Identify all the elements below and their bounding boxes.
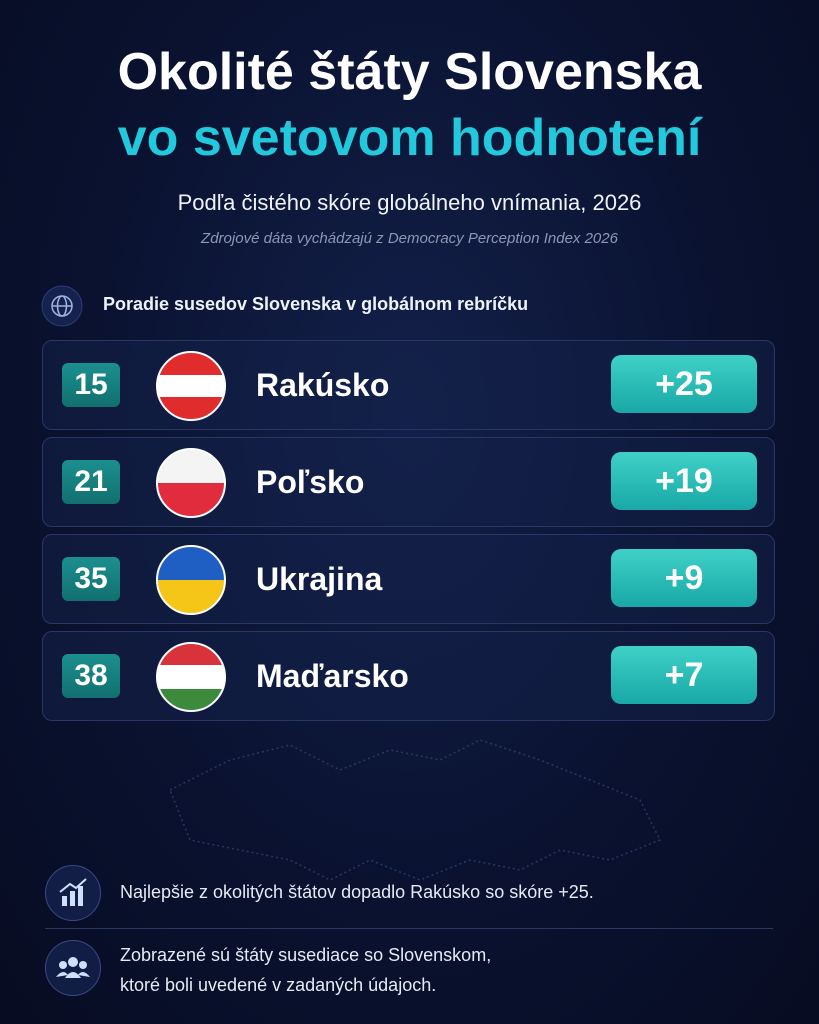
ranking-row: 21 Poľsko +19 <box>42 437 775 527</box>
ranking-row: 15 Rakúsko +25 <box>42 340 775 430</box>
score: +9 <box>611 549 757 607</box>
ranking-row: 35 Ukrajina +9 <box>42 534 775 624</box>
country: Maďarsko <box>256 658 409 694</box>
rank: 38 <box>62 654 120 698</box>
section-heading: Poradie susedov Slovenska v globálnom re… <box>103 294 529 314</box>
flag <box>156 351 226 421</box>
country: Rakúsko <box>256 367 390 403</box>
score: +19 <box>611 452 757 510</box>
people-icon <box>45 940 101 996</box>
divider <box>45 928 773 929</box>
rank: 15 <box>62 363 120 407</box>
note: Zobrazené sú štáty susediace so Slovensk… <box>120 945 492 965</box>
globe-icon <box>41 285 83 327</box>
country: Ukrajina <box>256 561 383 597</box>
title-line-2: vo svetovom hodnotení <box>117 109 702 167</box>
subtitle: Podľa čistého skóre globálneho vnímania,… <box>177 190 642 215</box>
flag <box>156 448 226 518</box>
score: +7 <box>611 646 757 704</box>
rank: 21 <box>62 460 120 504</box>
score: +25 <box>611 355 757 413</box>
flag <box>156 642 226 712</box>
country: Poľsko <box>256 464 365 500</box>
rank: 35 <box>62 557 120 601</box>
source: Zdrojové dáta vychádzajú z Democracy Per… <box>201 230 618 247</box>
chart-icon <box>45 865 101 921</box>
flag <box>156 545 226 615</box>
ranking-row: 38 Maďarsko +7 <box>42 631 775 721</box>
title-line-1: Okolité štáty Slovenska <box>117 43 702 101</box>
note: ktoré boli uvedené v zadaných údajoch. <box>120 975 437 995</box>
note: Najlepšie z okolitých štátov dopadlo Rak… <box>120 882 594 902</box>
